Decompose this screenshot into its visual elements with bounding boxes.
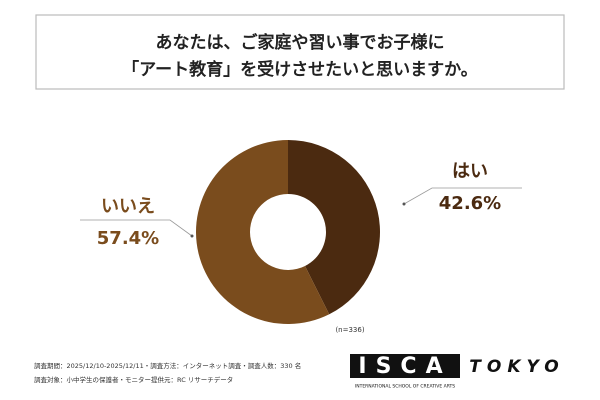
- leader-line: [403, 187, 522, 205]
- leader-dot: [190, 234, 194, 238]
- title-box: [35, 14, 565, 90]
- logo-tagline: INTERNATIONAL SCHOOL OF CREATIVE ARTS: [355, 384, 455, 390]
- logo-sub: TOKYO: [469, 357, 564, 377]
- category-label: いいえ: [101, 196, 155, 217]
- sample-note: (n=336): [335, 326, 364, 334]
- leader-line: [80, 219, 193, 237]
- donut-slice: [288, 140, 381, 315]
- footnote: 調査対象：小中学生の保護者・モニター提供元：RC リサーチデータ: [34, 375, 233, 384]
- donut-slice: [196, 140, 330, 324]
- value-label: 57.4%: [97, 228, 159, 249]
- logo-box: [350, 354, 460, 378]
- value-label: 42.6%: [439, 193, 501, 214]
- chart-title: 「アート教育」を受けさせたいと思いますか。: [122, 59, 478, 80]
- footnote: 調査期間：2025/12/10-2025/12/11・調査方法：インターネット調…: [34, 361, 301, 370]
- logo-main: ISCA: [358, 354, 451, 379]
- leader-dot: [402, 202, 406, 206]
- logo: ISCA TOKYO INTERNATIONAL SCHOOL OF CREAT…: [350, 354, 564, 390]
- chart-title: あなたは、ご家庭や習い事でお子様に: [156, 32, 445, 53]
- category-label: はい: [452, 161, 488, 182]
